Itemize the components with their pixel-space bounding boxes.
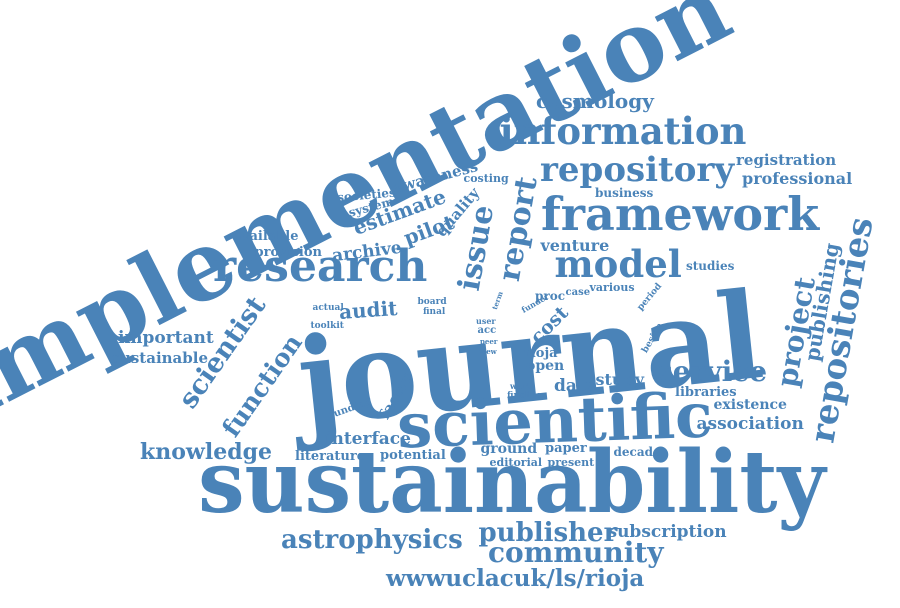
word-present: present xyxy=(547,455,595,469)
word-rioja: rioja xyxy=(524,345,558,361)
word-existence: existence xyxy=(713,397,787,413)
word-costing: costing xyxy=(463,171,509,185)
word-user: user xyxy=(476,316,496,326)
word-professional: professional xyxy=(742,169,853,188)
word-paper: paper xyxy=(545,440,587,456)
word-open: open xyxy=(526,358,565,374)
word-finding: finding xyxy=(507,390,543,401)
word-research: research xyxy=(213,241,428,292)
word-acc: acc xyxy=(477,325,497,336)
word-proc: proc xyxy=(535,289,566,303)
word-toolkit: toolkit xyxy=(310,320,344,331)
word-actual: actual xyxy=(312,302,344,313)
word-knowledge: knowledge xyxy=(140,439,272,465)
word-various: various xyxy=(589,280,635,294)
word-framework: framework xyxy=(541,187,820,241)
word-website: wwwuclacuk/ls/rioja xyxy=(386,564,645,592)
word-editorial: editorial xyxy=(489,455,543,469)
word-final: final xyxy=(423,306,446,317)
word-service: service xyxy=(657,355,768,388)
word-publisher: publisher xyxy=(478,518,618,548)
word-view: view xyxy=(479,346,497,356)
word-literature: literature xyxy=(295,448,366,464)
word-board: board xyxy=(417,296,447,307)
word-case: case xyxy=(565,287,591,298)
word-model: model xyxy=(554,241,682,286)
word-interface: interface xyxy=(325,428,411,449)
word-study: study xyxy=(595,370,645,389)
word-registration: registration xyxy=(736,150,837,169)
word-work: work xyxy=(510,381,532,391)
word-astrophysics: astrophysics xyxy=(281,525,463,555)
word-cosmology: cosmology xyxy=(536,89,654,113)
word-libraries: libraries xyxy=(675,384,737,400)
word-data: data xyxy=(554,375,596,396)
word-studies: studies xyxy=(686,259,735,273)
word-important: important xyxy=(118,327,214,348)
word-report: report xyxy=(491,173,545,284)
word-subscription: subscription xyxy=(607,521,727,542)
word-peer: peer xyxy=(480,336,498,346)
word-available: available xyxy=(233,228,299,244)
word-provision: provision xyxy=(254,244,322,260)
word-association: association xyxy=(696,413,804,434)
word-audit: audit xyxy=(338,295,399,325)
word-sustainable: sustainable xyxy=(111,348,209,367)
word-business: business xyxy=(595,186,654,200)
word-sustainability: sustainability xyxy=(198,432,826,533)
word-venture: venture xyxy=(540,236,610,255)
word-repository: repository xyxy=(540,150,735,190)
word-community: community xyxy=(488,536,664,569)
word-information: information xyxy=(499,108,747,153)
word-ground: ground xyxy=(480,441,538,457)
word-potential: potential xyxy=(380,447,446,463)
word-decade: decade xyxy=(613,445,661,459)
